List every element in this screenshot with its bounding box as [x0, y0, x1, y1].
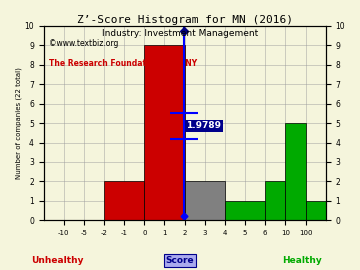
Bar — [144, 45, 185, 220]
Text: Unhealthy: Unhealthy — [31, 256, 84, 265]
Text: The Research Foundation of SUNY: The Research Foundation of SUNY — [49, 59, 197, 68]
Text: Score: Score — [166, 256, 194, 265]
Title: Z’-Score Histogram for MN (2016): Z’-Score Histogram for MN (2016) — [77, 15, 293, 25]
Bar — [265, 181, 285, 220]
Text: ©www.textbiz.org: ©www.textbiz.org — [49, 39, 119, 48]
Text: 1.9789: 1.9789 — [186, 122, 221, 130]
Bar — [225, 201, 265, 220]
Bar — [306, 201, 326, 220]
Text: Healthy: Healthy — [283, 256, 322, 265]
Bar — [185, 181, 225, 220]
Bar — [104, 181, 144, 220]
Text: Industry: Investment Management: Industry: Investment Management — [102, 29, 258, 38]
Bar — [285, 123, 306, 220]
Y-axis label: Number of companies (22 total): Number of companies (22 total) — [15, 67, 22, 179]
